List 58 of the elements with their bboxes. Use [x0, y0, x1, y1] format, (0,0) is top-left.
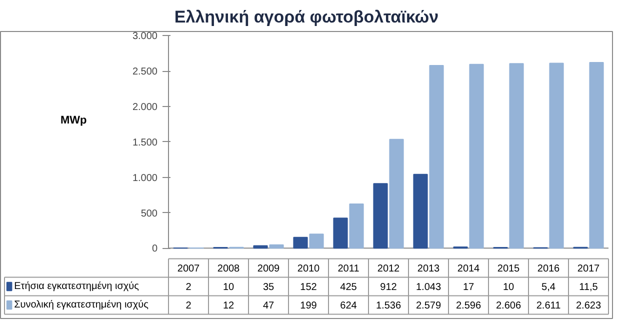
data-label: 17	[462, 282, 474, 294]
bar	[509, 63, 524, 249]
x-tick-label: 2012	[377, 264, 400, 275]
x-tick-label: 2016	[537, 264, 560, 275]
y-tick-label: 1.000	[132, 172, 158, 184]
data-label: 2.623	[576, 300, 602, 312]
y-tick-label: 1.500	[132, 137, 158, 148]
x-tick-label: 2013	[417, 264, 440, 275]
x-tick-label: 2011	[338, 264, 360, 275]
y-tick-label: 2.500	[132, 66, 158, 78]
bar	[269, 244, 284, 249]
legend-label: Ετήσια εγκατεστημένη ισχύς	[14, 281, 140, 292]
bar	[349, 203, 364, 249]
data-label: 2.611	[536, 300, 562, 312]
bar	[373, 183, 388, 249]
data-label: 2.579	[416, 300, 442, 312]
data-label: 1.536	[376, 300, 402, 312]
data-label: 2.596	[456, 300, 482, 312]
y-axis-title: MWp	[60, 114, 88, 127]
x-tick-label: 2008	[217, 264, 240, 275]
x-tick-label: 2007	[177, 264, 200, 275]
data-label: 1.043	[416, 282, 442, 294]
x-tick-label: 2015	[497, 264, 520, 275]
data-label: 12	[222, 300, 234, 312]
bar	[293, 236, 308, 249]
data-label: 47	[262, 300, 274, 312]
y-tick-label: 3.000	[132, 31, 158, 42]
data-label: 2.606	[496, 300, 522, 312]
x-tick-label: 2017	[577, 264, 600, 275]
data-label: 425	[340, 282, 358, 294]
y-tick-label: 2.000	[132, 102, 158, 114]
data-label: 2	[186, 300, 192, 312]
data-label: 35	[262, 282, 274, 294]
bar	[333, 218, 348, 249]
x-tick-label: 2009	[257, 264, 280, 275]
bar	[469, 64, 484, 249]
data-label: 5,4	[542, 282, 556, 294]
bar	[549, 62, 564, 249]
x-tick-label: 2014	[457, 264, 480, 275]
data-label: 624	[340, 300, 358, 312]
data-label: 199	[300, 300, 318, 312]
bar	[389, 138, 404, 249]
data-label: 912	[380, 282, 398, 294]
data-label: 11,5	[579, 282, 598, 294]
chart-title: Ελληνική αγορά φωτοβολταϊκών	[174, 8, 439, 26]
data-label: 2	[186, 282, 192, 294]
bar	[413, 174, 428, 249]
bar	[429, 65, 444, 249]
legend-label: Συνολική εγκατεστημένη ισχύς	[14, 300, 149, 311]
bar	[309, 234, 324, 249]
data-label: 10	[222, 282, 234, 294]
data-label: 10	[502, 282, 514, 294]
bar	[253, 245, 268, 249]
x-tick-label: 2010	[297, 264, 320, 275]
data-label: 152	[300, 282, 318, 294]
bar	[589, 62, 604, 249]
y-tick-label: 500	[140, 208, 158, 220]
y-tick-label: 0	[152, 244, 158, 255]
